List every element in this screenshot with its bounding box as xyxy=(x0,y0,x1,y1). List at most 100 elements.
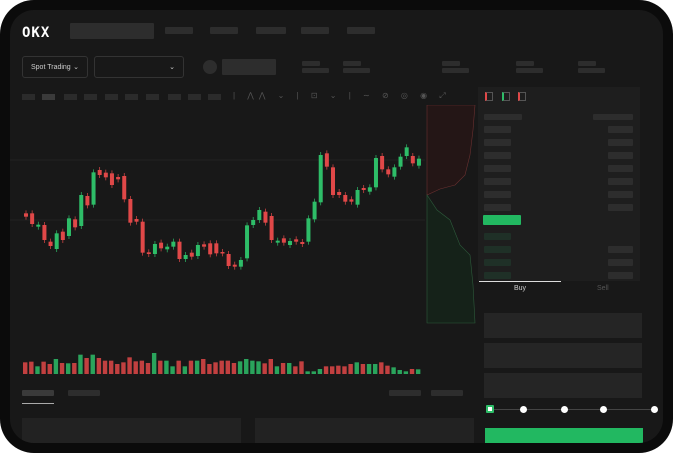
candle xyxy=(404,147,409,156)
indicator-tools[interactable]: | ⋀⋀ ⌄ | ⊡ ⌄ | ∼ ⊘ ◎ ◉ ⤢ xyxy=(233,91,451,100)
pair-select[interactable]: ⌄ xyxy=(94,56,184,78)
volume-bar xyxy=(366,364,372,374)
volume-bar xyxy=(250,360,255,374)
timeframe-button[interactable] xyxy=(22,94,35,100)
ask-amount xyxy=(608,126,633,133)
volume-bar xyxy=(207,364,212,374)
candle xyxy=(392,167,397,177)
candle xyxy=(171,241,176,247)
candle xyxy=(410,156,415,164)
volume-bar xyxy=(293,366,298,374)
candle xyxy=(54,233,59,249)
volume-bar xyxy=(121,362,126,374)
volume-bar xyxy=(158,360,163,374)
chevron-down-icon: ⌄ xyxy=(169,64,175,71)
slider-handle[interactable] xyxy=(486,405,494,413)
candle xyxy=(361,188,366,190)
candle xyxy=(238,260,243,267)
okx-logo: OKX xyxy=(22,25,51,41)
bid-amount xyxy=(608,259,633,266)
timeframe-button[interactable] xyxy=(84,94,97,100)
nav-item[interactable] xyxy=(165,27,193,34)
volume-bar xyxy=(231,363,237,374)
candle xyxy=(324,153,329,167)
volume-bar xyxy=(415,369,421,374)
order-book xyxy=(478,87,640,281)
orderbook-bids-icon[interactable] xyxy=(502,92,510,101)
volume-bar xyxy=(256,361,261,374)
buy-button[interactable] xyxy=(485,428,643,443)
candle xyxy=(355,190,360,205)
volume-bar xyxy=(403,371,409,374)
volume-bar xyxy=(72,363,77,374)
candle xyxy=(202,244,207,247)
tab-open-orders[interactable] xyxy=(22,390,54,396)
stat-label xyxy=(343,61,361,66)
tab-sell[interactable]: Sell xyxy=(597,285,609,292)
timeframe-button[interactable] xyxy=(208,94,221,100)
volume-bar xyxy=(391,367,396,374)
candle xyxy=(165,246,170,250)
orderbook-asks-icon[interactable] xyxy=(518,92,526,101)
search-bar[interactable] xyxy=(70,23,154,39)
volume-bar xyxy=(151,353,157,374)
candle xyxy=(66,218,71,236)
slider-track[interactable] xyxy=(490,409,655,410)
timeframe-button[interactable] xyxy=(146,94,159,100)
stat-label xyxy=(516,61,534,66)
nav-item[interactable] xyxy=(347,27,375,34)
candle xyxy=(220,252,225,254)
nav-item[interactable] xyxy=(210,27,238,34)
candle xyxy=(263,211,268,223)
slider-step[interactable] xyxy=(520,406,527,413)
market-type-select[interactable]: Spot Trading ⌄ xyxy=(22,56,88,78)
last-price xyxy=(483,215,521,225)
filter-button[interactable] xyxy=(389,390,421,396)
bid-price xyxy=(484,272,511,279)
volume-bar xyxy=(35,366,40,374)
timeframe-button[interactable] xyxy=(105,94,118,100)
ask-amount xyxy=(608,165,633,172)
orderbook-both-icon[interactable] xyxy=(485,92,493,101)
nav-item[interactable] xyxy=(256,27,286,34)
timeframe-button[interactable] xyxy=(168,94,181,100)
volume-bar xyxy=(280,363,286,374)
candle xyxy=(416,158,421,166)
filter-button[interactable] xyxy=(431,390,463,396)
candle xyxy=(312,201,317,220)
bid-price xyxy=(484,233,511,240)
volume-bar xyxy=(372,364,378,374)
volume-bar xyxy=(330,366,335,374)
tab-underline xyxy=(22,403,54,404)
amount-input[interactable] xyxy=(484,343,642,368)
volume-bar xyxy=(397,370,402,374)
price-input[interactable] xyxy=(484,313,642,338)
timeframe-button[interactable] xyxy=(42,94,55,100)
bid-amount xyxy=(608,272,633,279)
volume-bar xyxy=(188,360,194,374)
total-input[interactable] xyxy=(484,373,642,398)
nav-item[interactable] xyxy=(301,27,329,34)
timeframe-button[interactable] xyxy=(188,94,201,100)
candle xyxy=(103,172,108,178)
slider-step[interactable] xyxy=(651,406,658,413)
ask-price xyxy=(484,139,511,146)
orderbook-header-amount xyxy=(593,114,633,120)
candle xyxy=(288,241,293,245)
candle xyxy=(116,177,121,180)
tab-buy[interactable]: Buy xyxy=(514,285,527,292)
candle xyxy=(232,264,237,267)
candle xyxy=(398,156,403,167)
candle xyxy=(294,239,299,242)
timeframe-button[interactable] xyxy=(125,94,138,100)
candle xyxy=(269,216,274,240)
stat-value xyxy=(302,68,329,73)
candle xyxy=(60,231,65,240)
candlestick-chart[interactable] xyxy=(10,105,425,375)
tab-order-history[interactable] xyxy=(68,390,100,396)
slider-step[interactable] xyxy=(561,406,568,413)
ask-amount xyxy=(608,204,633,211)
slider-step[interactable] xyxy=(600,406,607,413)
timeframe-button[interactable] xyxy=(64,94,77,100)
volume-bar xyxy=(409,369,415,374)
